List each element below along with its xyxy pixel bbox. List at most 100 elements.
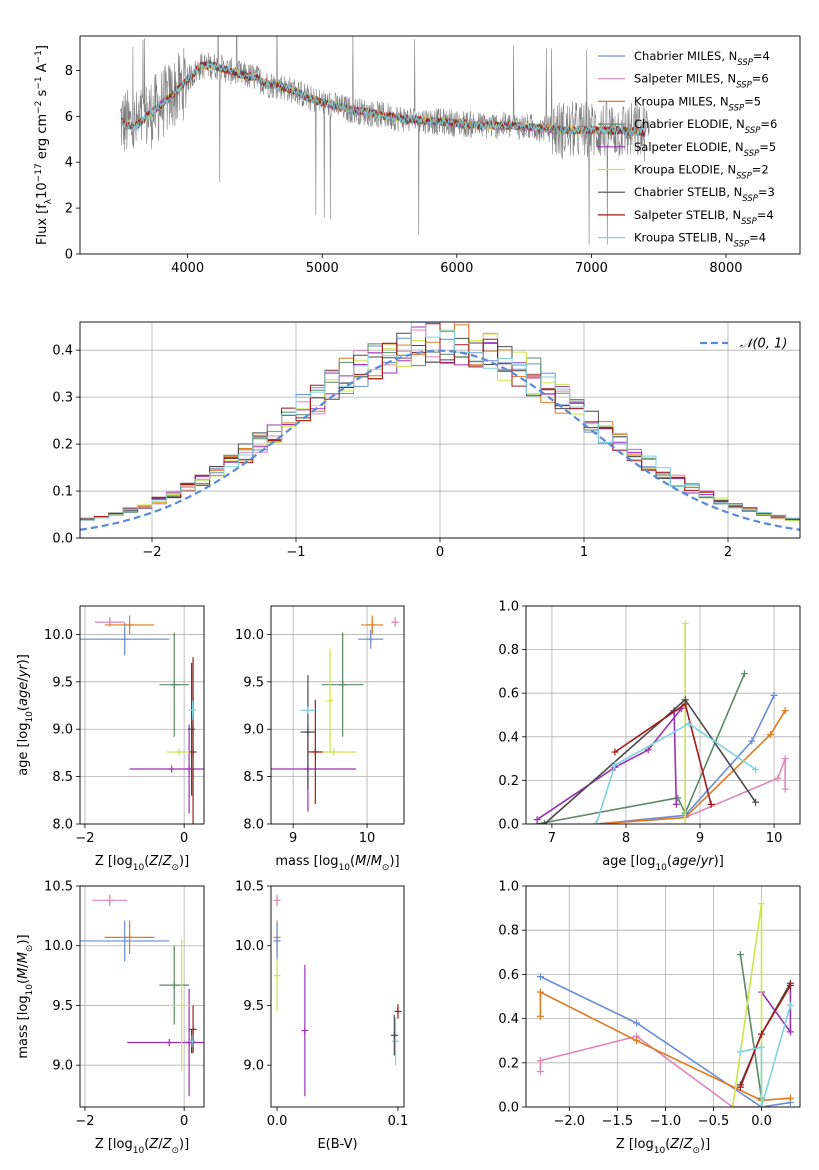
weight-marker [672,800,680,808]
y-tick-label: 9.5 [243,999,264,1014]
axes-frame [79,605,205,825]
y-tick-label: 0 [65,248,73,263]
weight-marker [786,1028,794,1036]
y-tick-label: 1.0 [498,600,519,615]
gaussian-curve [80,349,800,531]
panel-mass-weight-vs-Z: −2.0 −1.5 −1.0 −0.5 0.0 0.0 0.2 0.4 0.6 0.8 1.0 [498,880,801,1129]
weight-marker [536,1057,544,1065]
error-bar-point [188,662,196,796]
y-axis-label: age [log10(age/yr)] [16,654,35,776]
spectrum-model-line [121,60,646,137]
y-tick-label: 0.2 [52,438,73,453]
x-tick-label: 10 [766,831,783,846]
weight-marker [752,798,760,806]
error-bar-point [189,1005,197,1054]
panel-age-vs-mass: 9 10 8.0 8.5 9.0 9.5 10.0 [235,605,405,846]
weight-marker [536,1068,544,1076]
weight-marker [536,988,544,996]
plot-area [271,615,399,812]
weight-marker [736,1083,744,1091]
error-bar-point [104,615,155,635]
error-bar-point [326,648,334,753]
y-tick-label: 0.4 [52,344,73,359]
error-bar-point [300,706,316,714]
y-tick-label: 0.6 [498,687,519,702]
legend: Chabrier MILES, NSSP=4 Salpeter MILES, NS… [598,49,777,250]
x-tick-label: −2 [75,831,94,846]
plot-area [120,36,650,245]
error-bar-point [321,632,364,737]
axes-frame [79,885,205,1108]
weight-marker [729,1103,737,1107]
weight-marker [748,737,756,745]
weight-line [536,673,746,824]
weight-marker [758,1030,766,1038]
y-tick-label: 0.3 [52,391,73,406]
weight-marker [644,746,652,754]
legend-entry: Chabrier ELODIE, NSSP=6 [634,117,777,136]
x-tick-label: 2 [724,545,732,560]
error-bar-point [392,1017,400,1066]
legend-entry: Kroupa STELIB, NSSP=4 [634,231,766,250]
weight-marker [681,700,689,708]
error-bar-point [166,748,192,756]
plot-area [536,900,794,1107]
y-tick-label: 0.0 [52,532,73,547]
weight-line [739,954,763,1099]
legend-entry: Kroupa MILES, NSSP=5 [634,94,761,113]
y-tick-label: 9.5 [243,675,264,690]
x-tick-label: 0.1 [388,1114,409,1129]
panel-spectrum: 4000 5000 6000 7000 8000 0 2 4 6 8 [65,35,801,276]
weight-marker [736,951,744,959]
x-tick-label: 0 [180,1114,188,1129]
y-tick-label: 0.8 [498,924,519,939]
y-tick-label: 0.2 [498,774,519,789]
error-bar-point [301,964,309,1097]
x-axis-label: age [log10(age/yr)] [602,854,724,873]
legend-entry: Chabrier MILES, NSSP=4 [634,49,770,68]
weight-line [596,758,786,824]
y-tick-label: 0.8 [498,643,519,658]
axes-frame [79,35,801,255]
y-tick-label: 0.6 [498,968,519,983]
weight-line [596,710,786,824]
x-tick-label: 7000 [575,261,608,276]
y-tick-label: 10.0 [235,939,264,954]
x-tick-label: 9 [289,831,297,846]
legend-entry: Salpeter ELODIE, NSSP=5 [634,140,776,159]
weight-marker [633,1019,641,1027]
error-bar-point [358,629,384,649]
weight-marker [681,820,689,824]
axes-frame [270,885,405,1108]
y-tick-label: 0.0 [498,1101,519,1116]
y-tick-label: 0.4 [498,730,519,745]
plot-area [80,322,800,531]
error-bar-point [391,617,399,627]
y-tick-label: 10.0 [235,628,264,643]
legend-entry: 𝒩(0, 1) [740,337,787,352]
y-tick-label: 10.5 [235,880,264,895]
weight-marker [758,900,766,908]
y-tick-label: 0.1 [52,485,73,500]
y-tick-label: 9.0 [243,1059,264,1074]
y-tick-label: 9.5 [52,675,73,690]
weight-line [740,1005,792,1107]
x-tick-label: −2 [142,545,161,560]
weight-marker [611,761,619,769]
panel-mass-vs-Z: −2 0 9.0 9.5 10.0 10.5 [44,880,205,1129]
y-tick-label: 9.0 [243,723,264,738]
x-tick-label: 4000 [171,261,204,276]
y-tick-label: 1.0 [498,880,519,895]
weight-marker [786,1094,794,1102]
weight-marker [685,720,693,728]
x-axis-label: E(B-V) [317,1137,357,1152]
y-tick-label: 9.0 [52,723,73,738]
weight-marker [774,774,782,782]
y-tick-label: 10.5 [44,880,73,895]
weight-marker [781,707,789,715]
error-bar-point [92,894,128,907]
weight-marker [770,691,778,699]
weight-marker [533,816,541,824]
error-bar-point [273,894,281,907]
